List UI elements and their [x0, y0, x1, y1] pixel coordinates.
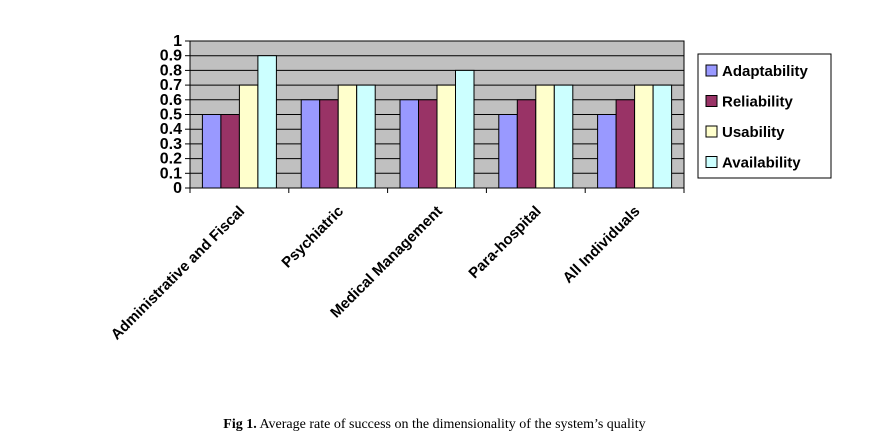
bar-usability-1 [337, 84, 358, 189]
bar-usability-3 [535, 84, 555, 189]
bar-usability-4 [634, 84, 654, 189]
bars [201, 55, 673, 189]
bar-availability-0 [257, 55, 277, 189]
bar-usability-0 [238, 84, 259, 189]
x-category-label: Psychiatric [278, 203, 347, 272]
y-tick-label: 0 [173, 180, 182, 197]
bar-reliability-3 [516, 99, 537, 189]
bar-reliability-1 [319, 99, 339, 189]
legend-label-usability: Usability [722, 124, 785, 141]
y-tick-label: 0.6 [160, 92, 182, 109]
legend-swatch-usability [705, 125, 718, 138]
y-axis: 00.10.20.30.40.50.60.70.80.91 [160, 33, 191, 197]
bar-adaptability-3 [498, 114, 518, 189]
x-category-label: Medical Management [327, 203, 446, 322]
y-tick-label: 0.5 [160, 107, 182, 124]
y-tick-label: 0.2 [160, 151, 182, 168]
legend-swatch-availability [705, 156, 718, 168]
y-tick-label: 0.3 [160, 136, 182, 153]
bar-adaptability-1 [300, 99, 321, 189]
y-tick-label: 1 [173, 33, 182, 50]
bar-usability-2 [436, 84, 456, 189]
legend-label-adaptability: Adaptability [722, 63, 808, 80]
legend: Adaptability Reliability Usability Availabi… [697, 53, 832, 179]
bar-reliability-2 [418, 99, 438, 189]
bar-adaptability-2 [399, 99, 419, 189]
bar-availability-4 [652, 84, 673, 189]
y-tick-label: 0.9 [160, 48, 182, 65]
legend-label-availability: Availability [722, 155, 801, 172]
caption-text: Average rate of success on the dimension… [256, 417, 646, 432]
legend-swatch-adaptability [705, 64, 718, 77]
legend-swatch-reliability [705, 95, 718, 107]
legend-box [697, 53, 832, 179]
caption-label: Fig 1. [223, 417, 257, 432]
x-category-label: All Individuals [560, 203, 644, 287]
bar-adaptability-4 [597, 114, 617, 189]
x-axis: Administrative and Fiscal PsychiatricMedi… [108, 187, 685, 344]
figure-caption: Fig 1. Average rate of success on the di… [0, 417, 869, 433]
bar-adaptability-0 [201, 114, 222, 189]
bar-reliability-4 [615, 99, 636, 189]
x-category-label: Administrative and Fiscal [108, 203, 249, 344]
y-tick-label: 0.4 [160, 121, 182, 138]
legend-label-reliability: Reliability [722, 94, 794, 111]
bar-availability-1 [356, 84, 376, 189]
bar-availability-2 [455, 69, 475, 189]
y-tick-label: 0.7 [160, 77, 182, 94]
y-tick-label: 0.1 [160, 165, 182, 182]
y-tick-label: 0.8 [160, 62, 182, 79]
x-category-label: Para-hospital [465, 203, 544, 282]
bar-reliability-0 [220, 114, 240, 189]
bar-availability-3 [553, 84, 574, 189]
